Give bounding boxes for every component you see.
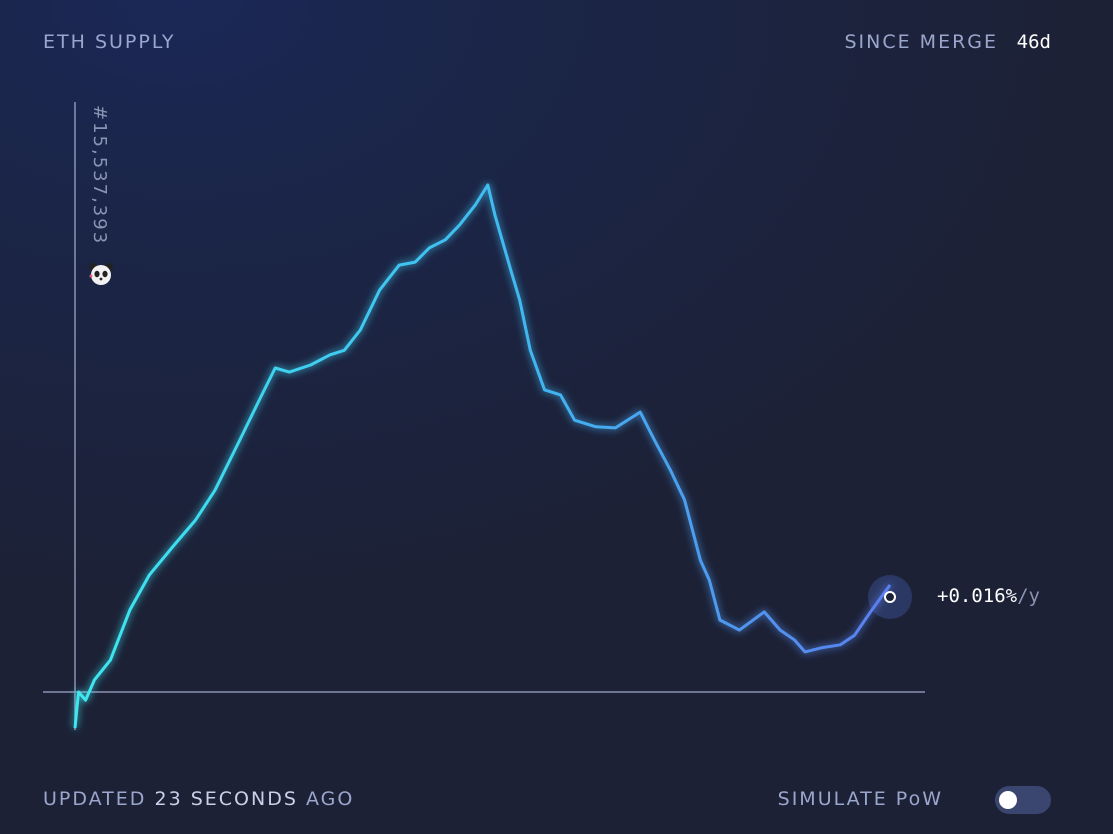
since-merge-label: SINCE MERGE bbox=[844, 31, 998, 53]
rate-value: +0.016% bbox=[937, 585, 1018, 607]
updated-value: 23 SECONDS bbox=[154, 788, 298, 810]
updated-suffix: AGO bbox=[305, 788, 355, 810]
updated-prefix: UPDATED bbox=[43, 788, 147, 810]
supply-growth-rate: +0.016%/y bbox=[937, 585, 1040, 607]
merge-block-number: #15,537,393 bbox=[89, 105, 110, 246]
panda-icon bbox=[89, 263, 113, 285]
simulate-pow-label: SIMULATE PoW bbox=[777, 788, 943, 810]
since-merge-value: 46d bbox=[1016, 31, 1051, 53]
simulate-pow-toggle[interactable] bbox=[995, 786, 1051, 814]
supply-line bbox=[73, 183, 892, 729]
current-point[interactable] bbox=[884, 591, 896, 604]
rate-unit: /y bbox=[1017, 585, 1040, 607]
updated-status: UPDATED 23 SECONDS AGO bbox=[43, 788, 354, 810]
chart-title: ETH SUPPLY bbox=[43, 31, 176, 53]
toggle-knob[interactable] bbox=[999, 791, 1017, 809]
